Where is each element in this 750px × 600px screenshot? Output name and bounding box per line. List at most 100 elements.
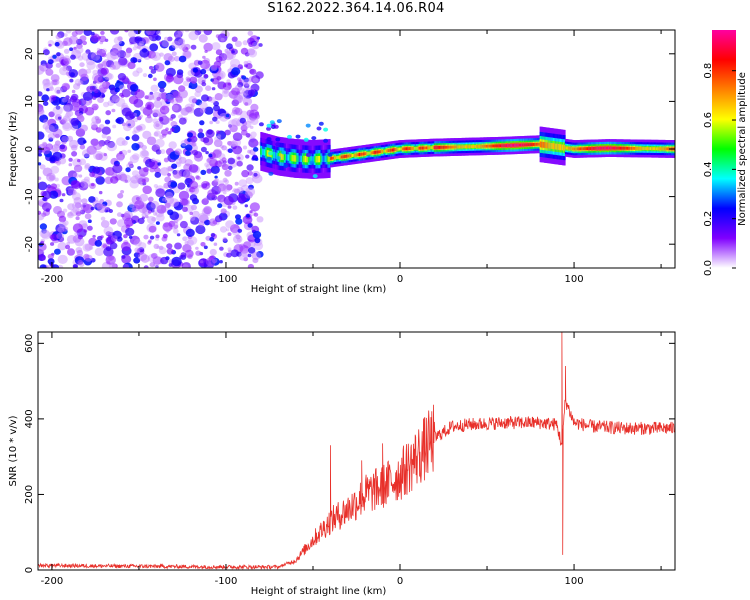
noise-speckle — [57, 226, 65, 233]
noise-speckle — [233, 94, 244, 104]
noise-speckle — [155, 265, 159, 268]
noise-speckle — [215, 49, 223, 56]
noise-speckle — [203, 30, 213, 36]
noise-speckle — [125, 167, 131, 173]
signal-band-segment — [543, 141, 545, 148]
signal-band-segment — [364, 152, 367, 156]
noise-speckle — [252, 257, 259, 264]
signal-band-segment — [316, 156, 319, 163]
noise-speckle — [164, 195, 175, 205]
noise-speckle — [131, 143, 140, 151]
signal-band-segment — [294, 155, 296, 162]
noise-speckle — [72, 172, 79, 179]
colorbar-tick-label: 0.2 — [703, 211, 714, 227]
noise-speckle — [131, 215, 140, 224]
signal-band-segment — [586, 147, 589, 151]
noise-speckle — [85, 49, 91, 55]
noise-speckle — [55, 223, 66, 234]
signal-band-segment — [452, 145, 455, 149]
noise-speckle — [227, 205, 232, 209]
noise-speckle — [243, 60, 248, 65]
noise-speckle — [165, 109, 169, 114]
noise-speckle — [122, 263, 130, 268]
noise-speckle — [39, 264, 47, 268]
noise-speckle — [211, 180, 219, 187]
noise-speckle — [93, 91, 101, 98]
noise-speckle — [253, 241, 264, 251]
noise-speckle — [213, 100, 220, 107]
signal-band-segment — [630, 146, 632, 150]
signal-band-segment — [530, 143, 532, 146]
noise-speckle — [121, 140, 128, 146]
noise-speckle — [142, 185, 152, 195]
signal-band-segment — [344, 155, 347, 158]
noise-speckle — [242, 97, 253, 106]
noise-speckle — [221, 163, 229, 171]
noise-speckle — [166, 166, 172, 172]
noise-speckle — [158, 196, 166, 203]
noise-speckle — [70, 54, 76, 60]
noise-speckle — [155, 188, 166, 198]
noise-speckle — [59, 198, 64, 203]
noise-speckle — [141, 144, 148, 151]
signal-band-segment — [550, 142, 552, 149]
noise-speckle — [236, 186, 244, 194]
signal-band-segment — [461, 145, 463, 149]
noise-speckle — [201, 198, 209, 206]
signal-band-segment — [370, 151, 373, 155]
noise-speckle — [56, 52, 61, 57]
signal-band-segment — [667, 147, 670, 151]
noise-speckle — [95, 153, 103, 161]
bottom-plot-x-axis-label: Height of straight line (km) — [251, 586, 387, 597]
noise-speckle — [123, 51, 131, 58]
noise-speckle — [40, 240, 45, 245]
noise-speckle — [54, 86, 63, 95]
signal-band-segment — [545, 142, 548, 149]
noise-speckle — [159, 105, 170, 115]
noise-speckle — [76, 249, 84, 256]
signal-speckle — [309, 160, 315, 165]
signal-band-segment — [495, 144, 497, 148]
noise-speckle — [227, 82, 232, 86]
noise-speckle — [145, 101, 155, 111]
noise-speckle — [85, 68, 92, 74]
signal-band-segment — [660, 147, 663, 151]
bottom-plot-y-tick-label: 400 — [24, 409, 35, 428]
noise-speckle — [244, 191, 253, 199]
signal-band-segment — [353, 153, 355, 157]
noise-speckle — [79, 35, 87, 42]
noise-speckle — [50, 165, 60, 174]
noise-speckle — [137, 217, 145, 225]
signal-band-segment — [475, 145, 477, 148]
noise-speckle — [225, 114, 230, 118]
noise-speckle — [248, 49, 258, 58]
signal-band-segment — [524, 143, 527, 147]
signal-band-segment — [417, 146, 420, 150]
signal-band-segment — [547, 142, 549, 149]
noise-speckle — [193, 153, 204, 162]
signal-band-segment — [318, 155, 321, 163]
noise-speckle — [69, 102, 80, 111]
noise-speckle — [78, 80, 84, 85]
noise-speckle — [38, 162, 42, 166]
noise-speckle — [219, 260, 223, 264]
signal-band-segment — [641, 147, 643, 150]
noise-speckle — [94, 203, 103, 211]
noise-speckle — [176, 173, 182, 178]
noise-speckle — [83, 30, 92, 36]
bottom-plot-x-tick-label: -100 — [215, 576, 238, 587]
noise-speckle — [232, 205, 238, 210]
noise-speckle — [95, 176, 105, 185]
signal-band-segment — [283, 153, 286, 161]
noise-speckle — [92, 105, 98, 111]
noise-speckle — [108, 209, 114, 213]
noise-speckle — [145, 30, 156, 36]
noise-speckle — [227, 119, 238, 129]
noise-speckle — [242, 78, 251, 86]
signal-band-segment — [496, 144, 498, 148]
noise-speckle — [188, 30, 199, 41]
noise-speckle — [112, 95, 120, 103]
signal-band-segment — [593, 147, 596, 150]
signal-band-segment — [376, 150, 379, 154]
noise-speckle — [75, 30, 84, 35]
